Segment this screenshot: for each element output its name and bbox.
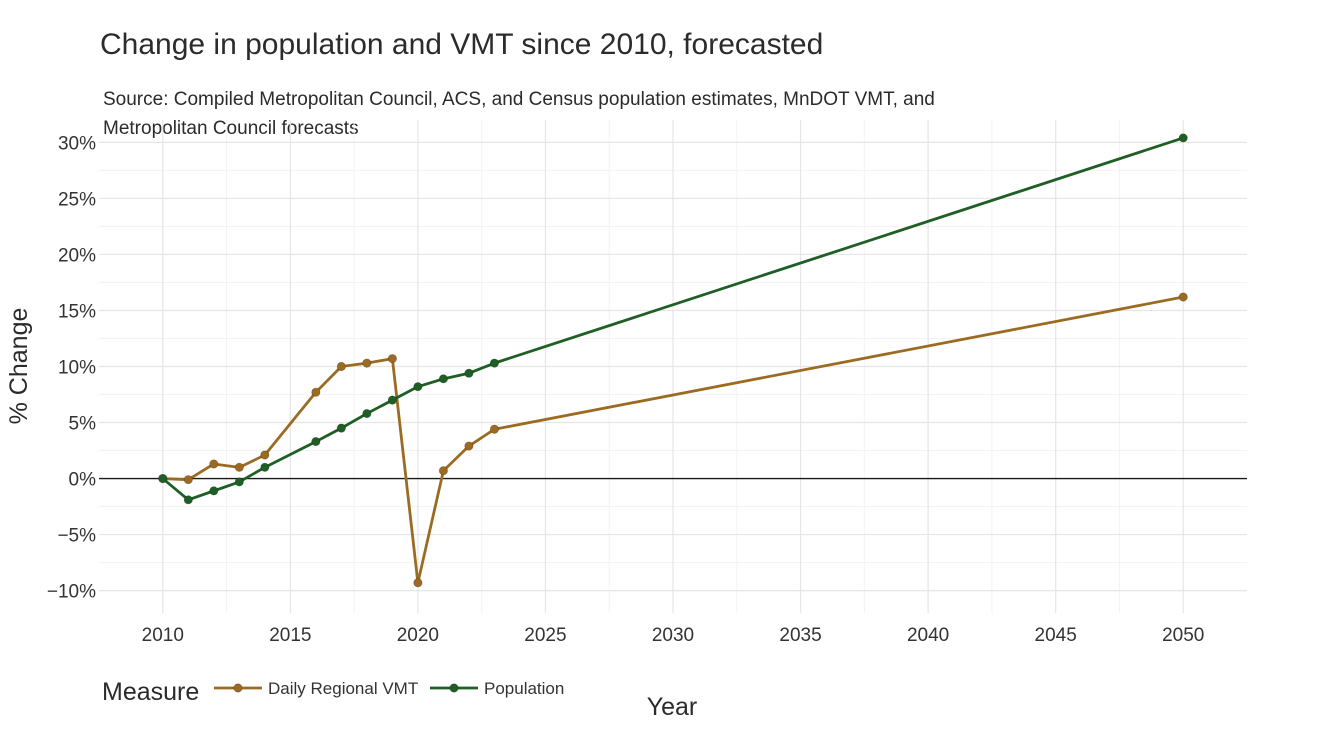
data-point-daily-regional-vmt: [209, 459, 219, 469]
legend-key-point-daily-regional-vmt: [233, 683, 243, 693]
x-tick-label: 2040: [907, 625, 949, 646]
data-point-population: [362, 408, 372, 419]
data-point-daily-regional-vmt: [260, 450, 270, 460]
series-line-population: [161, 136, 1185, 502]
data-point-daily-regional-vmt: [336, 361, 346, 372]
data-point-daily-regional-vmt: [489, 424, 500, 434]
data-point-population: [336, 423, 346, 433]
x-tick-label: 2025: [524, 625, 566, 646]
legend-title: Measure: [102, 678, 199, 706]
y-tick-label: 25%: [58, 189, 96, 210]
y-axis-title: % Change: [5, 308, 33, 425]
data-point-population: [438, 374, 448, 384]
tick-label-layer: 2010 2015 2020 2025 2030 2035 2040 2045 2050 −10%…: [47, 133, 1204, 646]
x-tick-label: 2035: [779, 625, 821, 646]
data-point-population: [209, 486, 219, 496]
x-axis-title: Year: [647, 693, 698, 721]
x-tick-label: 2045: [1035, 625, 1077, 646]
data-point-population: [464, 368, 474, 378]
data-point-daily-regional-vmt: [464, 441, 474, 451]
data-point-daily-regional-vmt: [183, 475, 193, 485]
data-point-daily-regional-vmt: [311, 387, 321, 397]
data-point-daily-regional-vmt: [362, 358, 372, 368]
data-point-daily-regional-vmt: [1178, 292, 1188, 302]
series-layer: [158, 133, 1188, 588]
x-tick-label: 2010: [142, 625, 184, 646]
y-tick-label: 15%: [58, 301, 96, 322]
data-point-population: [311, 436, 321, 447]
legend-label-daily-regional-vmt: Daily Regional VMT: [268, 679, 418, 698]
data-point-population: [234, 477, 244, 487]
data-point-daily-regional-vmt: [234, 462, 244, 472]
data-point-daily-regional-vmt: [413, 578, 423, 588]
data-point-population: [387, 395, 397, 405]
data-point-population: [260, 462, 270, 472]
x-tick-label: 2020: [397, 625, 439, 646]
chart-title: Change in population and VMT since 2010,…: [100, 28, 824, 61]
y-tick-label: 30%: [58, 133, 96, 154]
y-tick-label: 5%: [69, 414, 97, 435]
x-tick-label: 2015: [269, 625, 311, 646]
y-tick-label: 0%: [69, 470, 97, 491]
data-point-daily-regional-vmt: [387, 354, 397, 364]
legend-key-point-population: [449, 683, 459, 693]
data-point-daily-regional-vmt: [438, 466, 448, 476]
grid-layer: [99, 120, 1247, 613]
legend: Measure Daily Regional VMT Population: [102, 678, 564, 706]
y-tick-label: 20%: [58, 245, 96, 266]
legend-items: Daily Regional VMT Population: [214, 679, 564, 698]
data-point-population: [1178, 133, 1188, 143]
data-point-population: [183, 495, 193, 505]
data-point-population: [158, 473, 168, 484]
x-tick-label: 2050: [1162, 625, 1204, 646]
data-point-population: [489, 358, 500, 368]
data-point-population: [413, 382, 423, 392]
x-tick-label: 2030: [652, 625, 694, 646]
y-tick-label: −5%: [57, 526, 96, 547]
y-tick-label: −10%: [47, 582, 96, 603]
y-tick-label: 10%: [58, 358, 96, 379]
series-line-daily-regional-vmt: [161, 295, 1185, 585]
chart-subtitle: Source: Compiled Metropolitan Council, A…: [103, 89, 935, 139]
legend-label-population: Population: [484, 679, 564, 698]
